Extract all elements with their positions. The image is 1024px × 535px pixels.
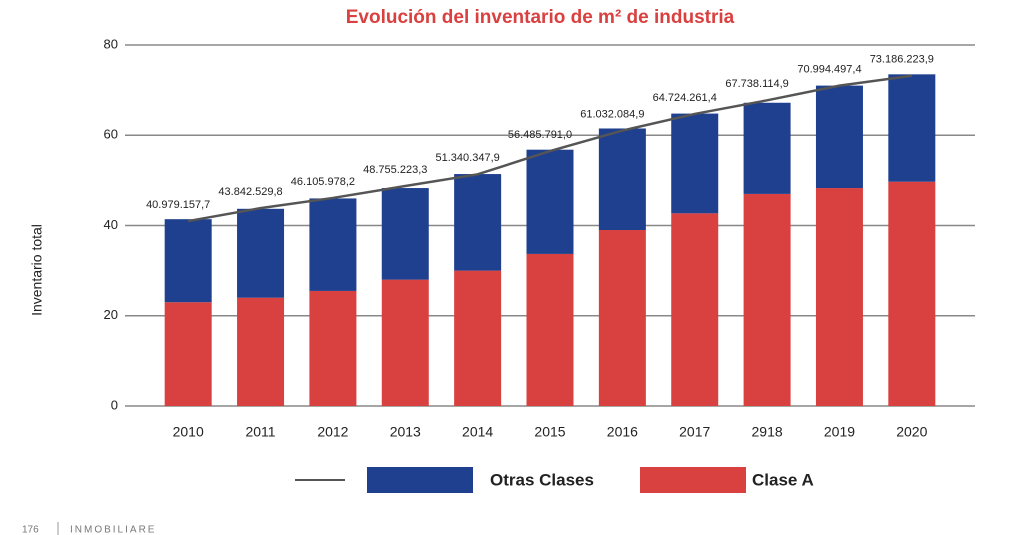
bar-segment	[526, 253, 574, 406]
bar-segment	[671, 213, 719, 406]
x-tick-label: 2012	[317, 424, 348, 440]
data-label: 40.979.157,7	[146, 199, 210, 211]
chart-title: Evolución del inventario de m² de indust…	[346, 7, 735, 28]
bar-segment	[309, 290, 357, 406]
bar-segment	[888, 181, 936, 406]
data-label: 46.105.978,2	[291, 176, 355, 188]
bar-segment	[888, 74, 936, 182]
brand: INMOBILIARE	[70, 525, 156, 535]
x-tick-label: 2014	[462, 424, 493, 440]
x-tick-label: 2019	[824, 424, 855, 440]
data-label: 70.994.497,4	[797, 64, 861, 76]
bar-segment	[671, 113, 719, 214]
bar-segment	[381, 279, 429, 406]
data-label: 67.738.114,9	[725, 78, 788, 90]
data-label: 64.724.261,4	[653, 92, 717, 104]
y-tick-label: 40	[104, 217, 118, 232]
x-tick-label: 2010	[173, 424, 204, 440]
bar-segment	[526, 149, 574, 254]
bar-segment	[381, 188, 429, 280]
x-tick-label: 2020	[896, 424, 927, 440]
y-tick-label: 20	[104, 307, 118, 322]
data-label: 43.842.529,8	[218, 186, 282, 198]
bar-segment	[164, 302, 212, 406]
legend-label: Otras Clases	[490, 470, 594, 489]
y-tick-label: 80	[104, 36, 118, 51]
x-tick-label: 2013	[390, 424, 421, 440]
bar-segment	[454, 174, 502, 271]
data-label: 48.755.223,3	[363, 164, 427, 176]
bar-segment	[743, 102, 791, 194]
bar-segment	[743, 193, 791, 406]
x-tick-label: 2017	[679, 424, 710, 440]
x-tick-label: 2918	[752, 424, 783, 440]
bar-segment	[164, 219, 212, 303]
x-tick-label: 2011	[245, 424, 275, 440]
bar-segment	[815, 188, 863, 406]
bar-segment	[815, 85, 863, 189]
legend-label: Clase A	[752, 470, 814, 489]
bar-segment	[237, 208, 285, 298]
data-label: 73.186.223,9	[870, 54, 934, 66]
y-tick-label: 60	[104, 127, 118, 142]
x-tick-label: 2015	[534, 424, 565, 440]
bar-segment	[237, 297, 285, 406]
x-tick-label: 2016	[607, 424, 638, 440]
y-axis-label: Inventario total	[29, 224, 45, 316]
bar-segment	[309, 198, 357, 291]
page-number: 176	[22, 525, 39, 535]
bar-segment	[598, 230, 646, 406]
bar-segment	[454, 270, 502, 406]
total-line	[187, 74, 912, 223]
data-label: 56.485.791,0	[508, 129, 572, 141]
data-label: 51.340.347,9	[436, 152, 500, 164]
legend-swatch	[367, 467, 473, 493]
y-tick-label: 0	[111, 397, 118, 412]
bar-segment	[598, 128, 646, 231]
legend-swatch	[640, 467, 746, 493]
data-label: 61.032.084,9	[580, 108, 644, 120]
